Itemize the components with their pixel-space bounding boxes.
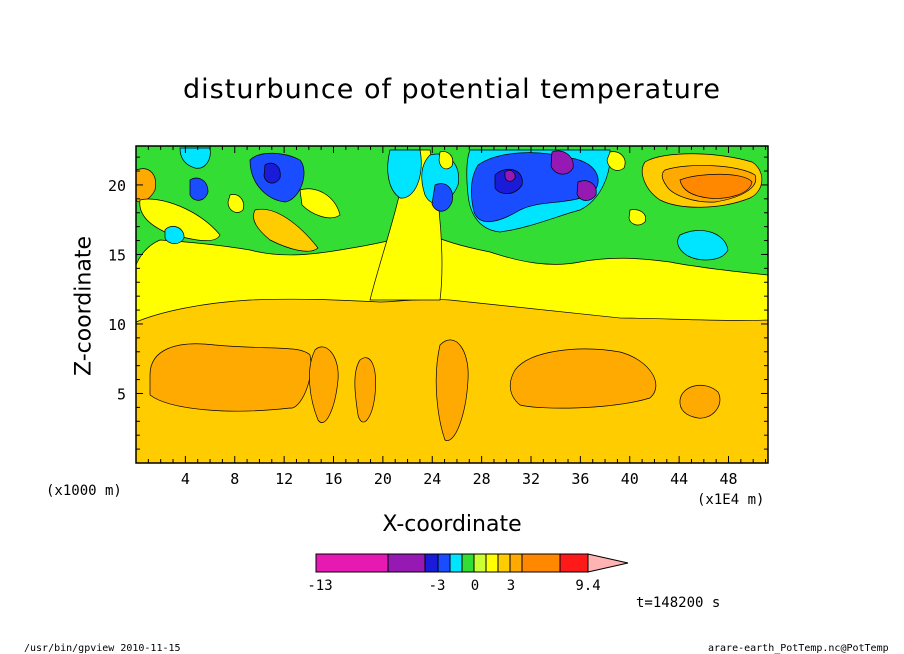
x-tick-label: 12 — [275, 470, 293, 488]
field-yellow-ul2 — [253, 208, 319, 252]
y-axis-label: Z-coordinate — [71, 236, 97, 376]
field-yellow-ul — [139, 198, 221, 241]
colorbar-segment — [559, 553, 589, 573]
field-cyan-1 — [179, 147, 211, 169]
footer-right: arare-earth_PotTemp.nc@PotTemp — [708, 643, 889, 654]
field-yellow-ul3 — [299, 188, 341, 219]
field-cyan-2 — [164, 226, 185, 244]
x-tick-label: 32 — [522, 470, 540, 488]
colorbar-label: 3 — [507, 578, 515, 594]
field-blue-2 — [189, 177, 209, 201]
field-blue-4 — [431, 183, 453, 212]
y-tick-label: 5 — [117, 385, 126, 403]
x-tick-label: 8 — [230, 470, 239, 488]
colorbar-arrow — [587, 553, 629, 573]
field-orange-left — [149, 343, 312, 412]
y-tick-label: 15 — [108, 246, 126, 264]
x-unit-label-2: (x1E4 m) — [697, 492, 765, 508]
field-dblue-1 — [263, 162, 281, 184]
contour-field — [136, 146, 768, 463]
field-dorange-ur — [679, 173, 753, 199]
y-tick-label: 20 — [108, 177, 126, 195]
plot-frame — [135, 145, 769, 464]
field-purple-3 — [504, 170, 516, 182]
x-unit-label: (x1000 m) — [46, 483, 122, 499]
colorbar-label: 9.4 — [575, 578, 600, 594]
time-label: t=148200 s — [636, 595, 721, 611]
x-tick-label: 20 — [374, 470, 392, 488]
colorbar-segment — [473, 553, 487, 573]
colorbar-segment — [509, 553, 523, 573]
x-tick-label: 24 — [423, 470, 441, 488]
field-orange-mid2 — [354, 357, 376, 423]
chart-title: disturbunce of potential temperature — [183, 74, 721, 105]
x-tick-label: 28 — [473, 470, 491, 488]
colorbar-label: 0 — [471, 578, 479, 594]
field-orange-mid3 — [435, 339, 469, 441]
colorbar-segment — [461, 553, 475, 573]
x-tick-label: 48 — [719, 470, 737, 488]
field-cyan-3 — [387, 149, 422, 199]
x-tick-label: 36 — [571, 470, 589, 488]
field-orange-far — [679, 384, 721, 419]
colorbar-segment — [424, 553, 439, 573]
field-purple-2 — [576, 180, 597, 201]
x-tick-label: 40 — [621, 470, 639, 488]
colorbar-segment — [449, 553, 463, 573]
field-purple-1 — [550, 150, 574, 175]
x-tick-label: 16 — [324, 470, 342, 488]
field-orange-mid1 — [309, 346, 339, 423]
x-axis-label: X-coordinate — [382, 512, 522, 537]
field-orange-right — [509, 348, 657, 409]
field-orange-ul — [136, 168, 156, 203]
colorbar-segment — [485, 553, 499, 573]
colorbar-segment — [437, 553, 451, 573]
x-tick-label: 44 — [670, 470, 688, 488]
colorbar-segment — [387, 553, 426, 573]
colorbar-label: -3 — [429, 578, 446, 594]
colorbar-label: -13 — [307, 578, 332, 594]
colorbar-segment — [315, 553, 389, 573]
x-tick-label: 4 — [181, 470, 190, 488]
y-tick-label: 10 — [108, 316, 126, 334]
footer-left: /usr/bin/gpview 2010-11-15 — [24, 643, 181, 654]
colorbar-segment — [521, 553, 561, 573]
colorbar-segment — [497, 553, 511, 573]
field-cyan-5 — [677, 230, 729, 261]
colorbar: -13 -3 0 3 9.4 — [307, 553, 629, 594]
